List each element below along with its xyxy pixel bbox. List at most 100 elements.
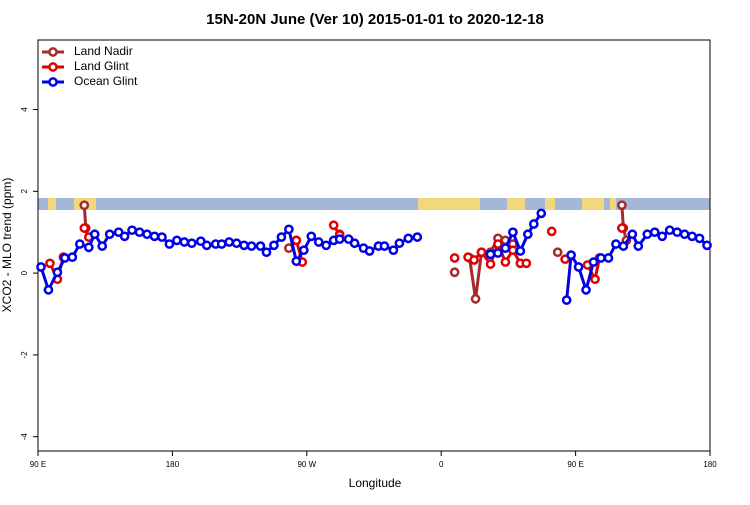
data-point bbox=[403, 233, 414, 244]
data-point bbox=[627, 229, 638, 240]
data-point bbox=[224, 237, 234, 247]
data-point bbox=[97, 241, 108, 251]
x-axis-label: Longitude bbox=[349, 476, 402, 490]
data-point bbox=[364, 246, 375, 256]
data-point bbox=[179, 237, 190, 247]
data-point bbox=[590, 274, 600, 285]
data-point bbox=[269, 240, 279, 251]
data-point bbox=[679, 229, 690, 240]
data-point bbox=[246, 241, 257, 251]
data-point bbox=[470, 294, 481, 304]
data-point bbox=[36, 262, 46, 272]
data-point bbox=[493, 248, 503, 258]
data-point bbox=[552, 247, 563, 258]
data-point bbox=[291, 256, 302, 267]
data-point bbox=[485, 249, 496, 260]
data-point bbox=[43, 285, 54, 295]
y-tick-label: 0 bbox=[20, 270, 29, 275]
data-point bbox=[239, 240, 249, 251]
data-point bbox=[500, 257, 511, 267]
data-point bbox=[89, 229, 100, 240]
data-point bbox=[74, 239, 85, 249]
data-point bbox=[52, 267, 63, 278]
data-point bbox=[255, 241, 266, 251]
data-point bbox=[186, 238, 197, 249]
data-point bbox=[379, 241, 390, 251]
data-point bbox=[611, 239, 621, 249]
data-point bbox=[657, 231, 668, 242]
data-point bbox=[67, 252, 78, 263]
data-point bbox=[321, 240, 332, 251]
y-tick-label: 4 bbox=[20, 107, 29, 112]
data-point bbox=[508, 227, 518, 238]
data-point bbox=[596, 253, 606, 263]
data-point bbox=[79, 223, 90, 233]
data-point bbox=[231, 238, 242, 249]
x-tick-label: 90 W bbox=[297, 460, 316, 469]
data-point bbox=[561, 295, 572, 305]
data-point bbox=[298, 245, 309, 256]
data-point bbox=[617, 200, 627, 211]
y-axis-label: XCO2 - MLO trend (ppm) bbox=[0, 178, 14, 313]
data-point bbox=[617, 223, 627, 233]
x-tick-label: 180 bbox=[166, 460, 180, 469]
data-point bbox=[142, 229, 152, 240]
legend-label: Land Nadir bbox=[74, 44, 133, 58]
data-point bbox=[546, 226, 557, 237]
data-point bbox=[261, 247, 272, 258]
chart-title: 15N-20N June (Ver 10) 2015-01-01 to 2020… bbox=[206, 11, 544, 28]
data-point bbox=[157, 232, 167, 242]
data-point bbox=[306, 231, 317, 242]
data-point bbox=[476, 247, 487, 258]
data-point bbox=[581, 285, 591, 295]
data-point bbox=[566, 250, 576, 260]
data-point bbox=[164, 239, 175, 249]
data-point bbox=[449, 267, 460, 278]
data-point bbox=[394, 238, 405, 249]
data-point bbox=[313, 237, 324, 247]
data-point bbox=[515, 246, 526, 256]
data-point bbox=[388, 245, 399, 256]
data-point bbox=[45, 258, 55, 269]
data-point bbox=[649, 227, 660, 238]
data-point bbox=[134, 227, 145, 238]
data-point bbox=[291, 235, 302, 246]
data-point bbox=[127, 225, 137, 236]
legend-label: Ocean Glint bbox=[74, 74, 138, 88]
data-point bbox=[60, 253, 70, 263]
series-line bbox=[82, 205, 628, 300]
data-point bbox=[694, 233, 705, 244]
data-point bbox=[664, 225, 675, 236]
legend-swatch-marker bbox=[48, 47, 58, 57]
y-tick-label: -4 bbox=[20, 433, 29, 441]
data-point bbox=[119, 231, 130, 242]
data-point bbox=[276, 232, 287, 242]
data-point bbox=[104, 229, 115, 240]
data-point bbox=[528, 219, 539, 229]
x-tick-label: 90 E bbox=[567, 460, 583, 469]
data-point bbox=[702, 240, 712, 251]
data-point bbox=[588, 257, 599, 267]
data-point bbox=[521, 258, 532, 269]
data-point bbox=[573, 262, 584, 272]
map-strip bbox=[38, 198, 710, 210]
legend-swatch-marker bbox=[48, 77, 58, 87]
data-point bbox=[508, 245, 518, 256]
data-point bbox=[536, 208, 547, 219]
data-point bbox=[522, 229, 533, 240]
data-point bbox=[349, 238, 360, 249]
legend-label: Land Glint bbox=[74, 59, 129, 73]
data-point bbox=[149, 231, 160, 242]
legend-swatch-marker bbox=[48, 62, 58, 72]
data-point bbox=[672, 227, 682, 238]
data-point bbox=[83, 242, 94, 253]
data-point bbox=[79, 200, 90, 211]
data-point bbox=[449, 253, 460, 263]
data-point bbox=[334, 234, 345, 245]
y-tick-label: 2 bbox=[20, 189, 29, 194]
data-point bbox=[642, 229, 653, 240]
data-point bbox=[469, 255, 479, 265]
data-point bbox=[328, 220, 339, 231]
data-point bbox=[284, 224, 294, 235]
